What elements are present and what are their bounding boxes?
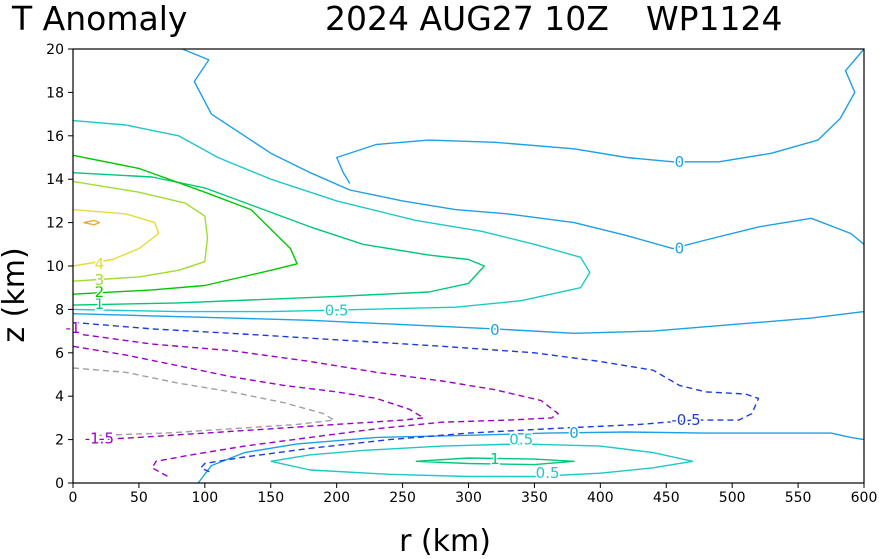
y-tick-label: 18: [46, 85, 64, 101]
x-tick-label: 150: [257, 490, 284, 506]
x-tick-label: 600: [851, 490, 878, 506]
contour-label: 3: [95, 271, 105, 289]
chart-title-storm: WP1124: [646, 0, 783, 38]
axis-ticks: 0 50 100 150 200 250 300 350 400 450 500 550 6000246…: [46, 42, 877, 506]
x-tick-label: 0: [69, 490, 78, 506]
contour-line-level-0: [72, 310, 865, 334]
contour-line-level-0: [336, 48, 865, 184]
x-tick-label: 50: [130, 490, 148, 506]
x-tick-label: 500: [719, 490, 746, 506]
contour-label: 0.5: [509, 431, 533, 449]
contour-line-level-1: [72, 172, 485, 306]
contour-label: 0: [675, 153, 685, 171]
y-tick-label: 14: [46, 172, 64, 188]
x-tick-label: 200: [323, 490, 350, 506]
contour-line-level-5: [83, 219, 101, 226]
y-tick-label: 0: [55, 476, 64, 492]
contour-label: -0.5: [671, 411, 700, 429]
contour-label: -1.5: [85, 430, 114, 448]
contour-label: 1: [490, 450, 500, 468]
y-tick-label: 12: [46, 216, 64, 232]
contour-line-level-0: [182, 48, 865, 250]
y-tick-label: 10: [46, 259, 64, 275]
contour-lines: [72, 48, 865, 484]
chart-title-left: T Anomaly: [11, 0, 187, 38]
contour-label: 0: [490, 321, 500, 339]
contour-label: 4: [95, 255, 105, 273]
x-axis-label: r (km): [399, 524, 491, 559]
y-tick-label: 8: [55, 302, 64, 318]
contour-line-level--1: [72, 332, 559, 478]
x-tick-label: 550: [785, 490, 812, 506]
contour-line-level--0_5: [72, 321, 760, 473]
y-tick-label: 6: [55, 346, 64, 362]
x-tick-label: 350: [521, 490, 548, 506]
x-tick-label: 300: [455, 490, 482, 506]
y-tick-label: 4: [55, 389, 64, 405]
contour-line-level-3: [72, 180, 209, 282]
y-axis-label: z (km): [0, 247, 32, 342]
contour-label: 0.5: [325, 301, 349, 319]
contour-line-level-0_5: [72, 119, 591, 313]
contour-line-level-2: [72, 154, 298, 295]
x-tick-label: 100: [191, 490, 218, 506]
contour-line-level-4: [72, 208, 160, 267]
contour-label: 0: [675, 240, 685, 258]
y-tick-label: 20: [46, 42, 64, 58]
y-tick-label: 2: [55, 433, 64, 449]
y-tick-label: 16: [46, 129, 64, 145]
x-tick-label: 450: [653, 490, 680, 506]
contour-line-level--1_5: [72, 345, 425, 441]
x-tick-label: 400: [587, 490, 614, 506]
x-tick-label: 250: [389, 490, 416, 506]
contour-label: 0.5: [536, 464, 560, 482]
contour-label: 0: [569, 424, 579, 442]
contour-label: 1: [95, 295, 105, 313]
chart-title-date: 2024 AUG27 10Z: [325, 0, 609, 38]
contour-line-level--2: [72, 367, 335, 436]
contour-label: 2: [95, 283, 105, 301]
contour-line-level-0: [197, 431, 865, 484]
contour-line-level-0_5: [270, 443, 694, 478]
contour-line-level-1: [415, 457, 575, 466]
